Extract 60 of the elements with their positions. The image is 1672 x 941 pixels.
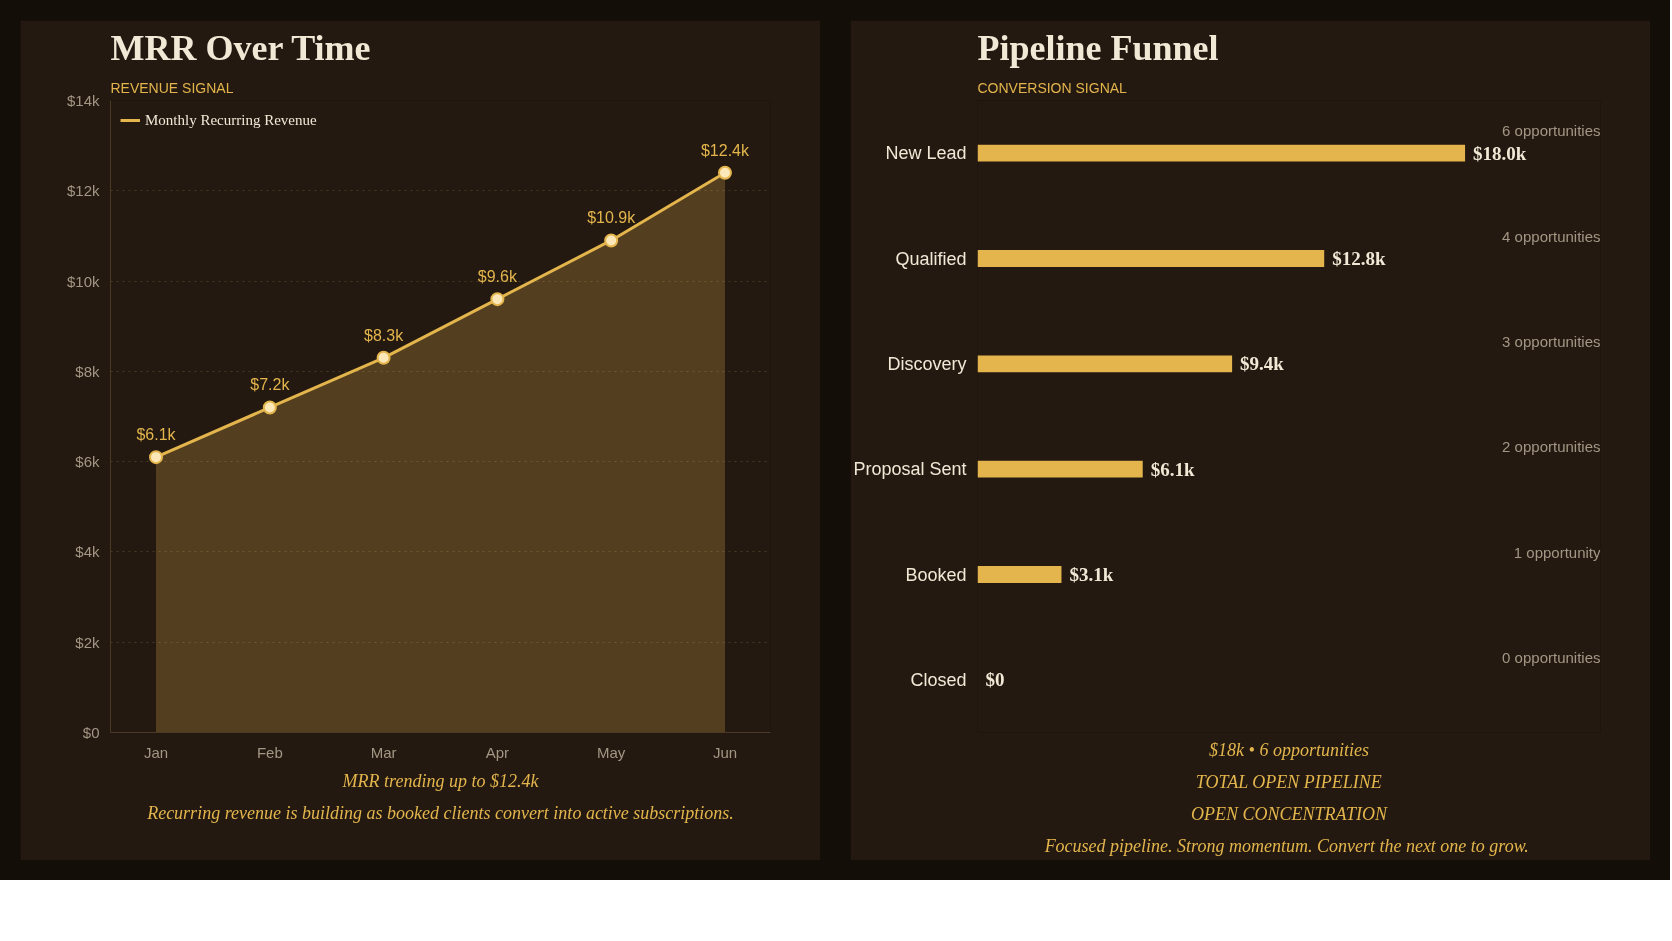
data-label: $12.4k: [700, 141, 750, 159]
chart-subtitle: REVENUE SIGNAL: [110, 79, 234, 96]
data-label: $3.1k: [1069, 564, 1114, 585]
y-tick-label: Qualified: [895, 248, 967, 269]
bar: [977, 250, 1325, 267]
chart-subtitle: CONVERSION SIGNAL: [977, 79, 1128, 96]
bar: [977, 566, 1062, 583]
annotation: 6 opportunities: [1502, 122, 1601, 140]
x-tick-label: Apr: [485, 743, 510, 761]
data-label: $8.3k: [364, 326, 405, 344]
y-tick-label: Discovery: [887, 353, 967, 374]
text: OPEN CONCENTRATION: [1191, 803, 1388, 824]
text: Focused pipeline. Strong momentum. Convert the next one to grow.: [1043, 835, 1529, 856]
chart-title: Pipeline Funnel: [977, 27, 1219, 68]
annotation: 3 opportunities: [1502, 332, 1601, 350]
y-tick-label: $12k: [66, 182, 100, 200]
bar: [977, 460, 1143, 478]
bar: [977, 144, 1466, 162]
y-tick-label: Closed: [910, 669, 967, 690]
point: [717, 165, 732, 180]
text: Recurring revenue is building as booked clients convert into active subscriptions.: [146, 802, 734, 823]
legend-label: Monthly Recurring Revenue: [145, 111, 317, 129]
data-label: $6.1k: [1150, 458, 1195, 480]
text: MRR trending up to $12.4k: [341, 770, 540, 791]
x-tick-label: Mar: [370, 743, 397, 761]
y-tick-label: Booked: [905, 564, 967, 585]
x-tick-label: May: [597, 743, 626, 761]
point: [376, 350, 391, 365]
point: [490, 292, 505, 307]
point: [149, 450, 164, 465]
chart-title: MRR Over Time: [110, 27, 371, 68]
bar: [977, 355, 1233, 373]
text: $18k • 6 opportunities: [1209, 739, 1369, 760]
y-tick-label: $0: [82, 724, 100, 741]
data-label: $10.9k: [587, 209, 637, 227]
y-tick-label: $2k: [75, 633, 100, 651]
x-tick-label: Feb: [256, 743, 283, 761]
data-label: $18.0k: [1473, 142, 1527, 164]
data-label: $9.6k: [477, 268, 518, 286]
y-tick-label: $10k: [66, 272, 100, 290]
x-tick-label: Jan: [143, 743, 169, 761]
y-tick-label: $6k: [75, 453, 100, 471]
point: [604, 233, 619, 248]
annotation: 2 opportunities: [1502, 438, 1601, 456]
text: TOTAL OPEN PIPELINE: [1195, 771, 1382, 792]
annotation: 0 opportunities: [1502, 648, 1601, 666]
annotation: 4 opportunities: [1502, 227, 1601, 245]
y-tick-label: $8k: [75, 362, 100, 380]
x-tick-label: Jun: [712, 743, 738, 761]
data-label: $12.8k: [1332, 248, 1386, 269]
data-label: $0: [985, 669, 1005, 691]
y-tick-label: $14k: [66, 92, 100, 109]
y-tick-label: Proposal Sent: [853, 459, 967, 480]
y-tick-label: New Lead: [885, 143, 967, 164]
point: [262, 400, 277, 415]
data-label: $9.4k: [1240, 353, 1285, 375]
annotation: 1 opportunity: [1513, 543, 1601, 561]
data-label: $6.1k: [136, 426, 177, 444]
data-label: $7.2k: [250, 376, 291, 394]
y-tick-label: $4k: [75, 543, 100, 561]
